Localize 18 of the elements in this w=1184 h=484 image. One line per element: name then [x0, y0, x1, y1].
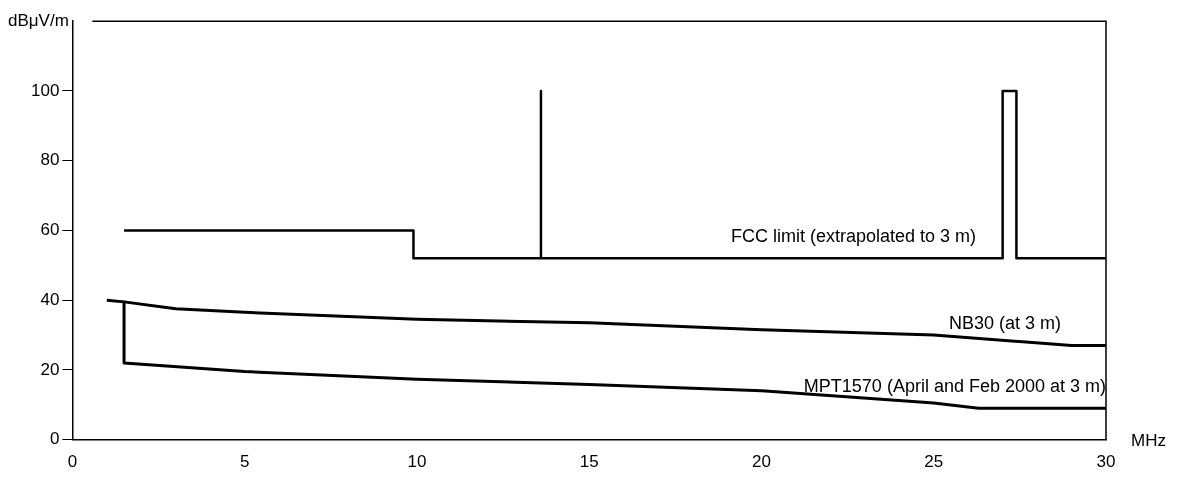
x-tick-label: 20: [751, 452, 771, 472]
y-tick-label: 100: [30, 80, 60, 100]
series-label: NB30 (at 3 m): [948, 313, 1061, 334]
x-tick-label: 30: [1096, 452, 1116, 472]
y-tick-label: 60: [40, 220, 60, 240]
x-tick-label: 5: [239, 452, 250, 472]
y-tick-label: 80: [40, 150, 60, 170]
x-tick-label: 15: [579, 452, 599, 472]
y-tick-label: 40: [40, 289, 60, 309]
x-tick-label: 0: [67, 452, 78, 472]
series-label: MPT1570 (April and Feb 2000 at 3 m): [803, 376, 1106, 397]
y-tick-label: 20: [40, 359, 60, 379]
series-label: FCC limit (extrapolated to 3 m): [730, 226, 976, 247]
y-axis-title: dBμV/m: [8, 10, 69, 30]
x-tick-label: 25: [924, 452, 944, 472]
y-tick-label: 0: [49, 429, 60, 449]
x-tick-label: 10: [407, 452, 427, 472]
x-axis-title: MHz: [1131, 431, 1166, 451]
